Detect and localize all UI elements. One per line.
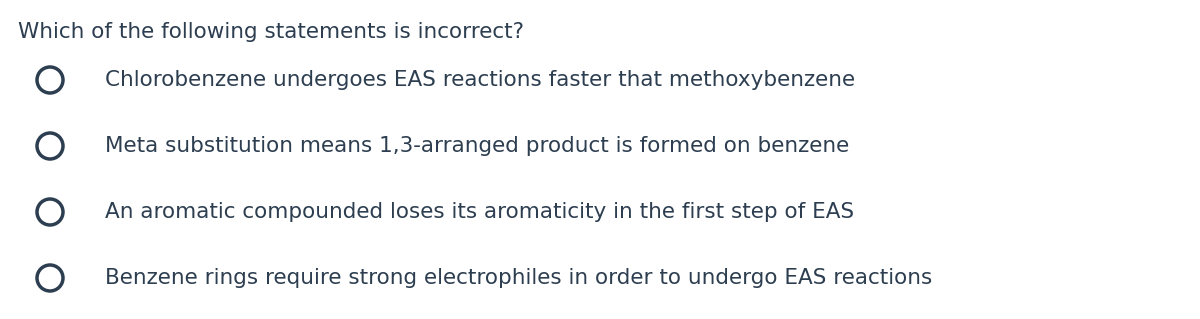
Text: Which of the following statements is incorrect?: Which of the following statements is inc… <box>18 22 524 42</box>
Text: Meta substitution means 1,3-arranged product is formed on benzene: Meta substitution means 1,3-arranged pro… <box>106 136 850 156</box>
Text: Chlorobenzene undergoes EAS reactions faster that methoxybenzene: Chlorobenzene undergoes EAS reactions fa… <box>106 70 856 90</box>
Text: Benzene rings require strong electrophiles in order to undergo EAS reactions: Benzene rings require strong electrophil… <box>106 268 932 288</box>
Text: An aromatic compounded loses its aromaticity in the first step of EAS: An aromatic compounded loses its aromati… <box>106 202 854 222</box>
